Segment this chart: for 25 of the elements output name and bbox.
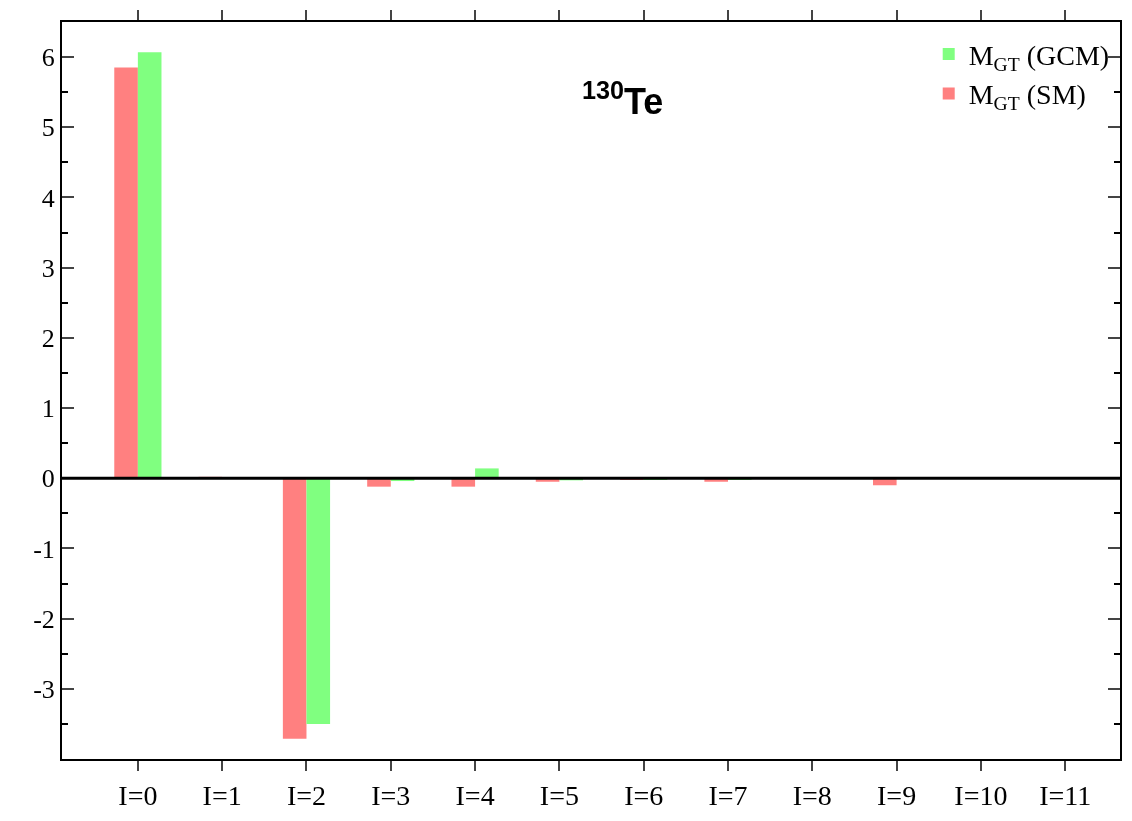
y-tick-label: 0 (41, 464, 55, 494)
x-tick-label: I=11 (1039, 779, 1092, 811)
y-tick-label: -1 (33, 534, 55, 564)
x-tick-label: I=6 (624, 779, 664, 811)
legend-label: M$_{GT}$ (GCM) (968, 39, 1110, 75)
y-tick-label: 6 (41, 43, 55, 73)
y-tick-label: -3 (33, 674, 55, 704)
y-tick-label: 5 (41, 113, 55, 143)
x-tick-label: I=7 (708, 779, 748, 811)
y-tick-label: -2 (33, 604, 55, 634)
x-tick-label: I=8 (792, 779, 832, 811)
legend-label: M$_{GT}$ (SM) (968, 79, 1086, 115)
x-tick-label: I=9 (877, 779, 917, 811)
x-tick-label: I=5 (539, 779, 579, 811)
x-tick-label: I=10 (954, 779, 1008, 811)
annotation: $^{130}$Te (582, 76, 664, 123)
x-tick-label: I=1 (202, 779, 242, 811)
x-tick-label: I=4 (455, 779, 495, 811)
x-tick-label: I=3 (371, 779, 411, 811)
x-tick-label: I=0 (118, 779, 158, 811)
y-tick-label: 2 (41, 323, 55, 353)
y-tick-label: 3 (41, 253, 55, 283)
y-tick-label: 1 (41, 394, 55, 424)
y-tick-label: 4 (41, 183, 55, 213)
x-tick-label: I=2 (286, 779, 327, 811)
